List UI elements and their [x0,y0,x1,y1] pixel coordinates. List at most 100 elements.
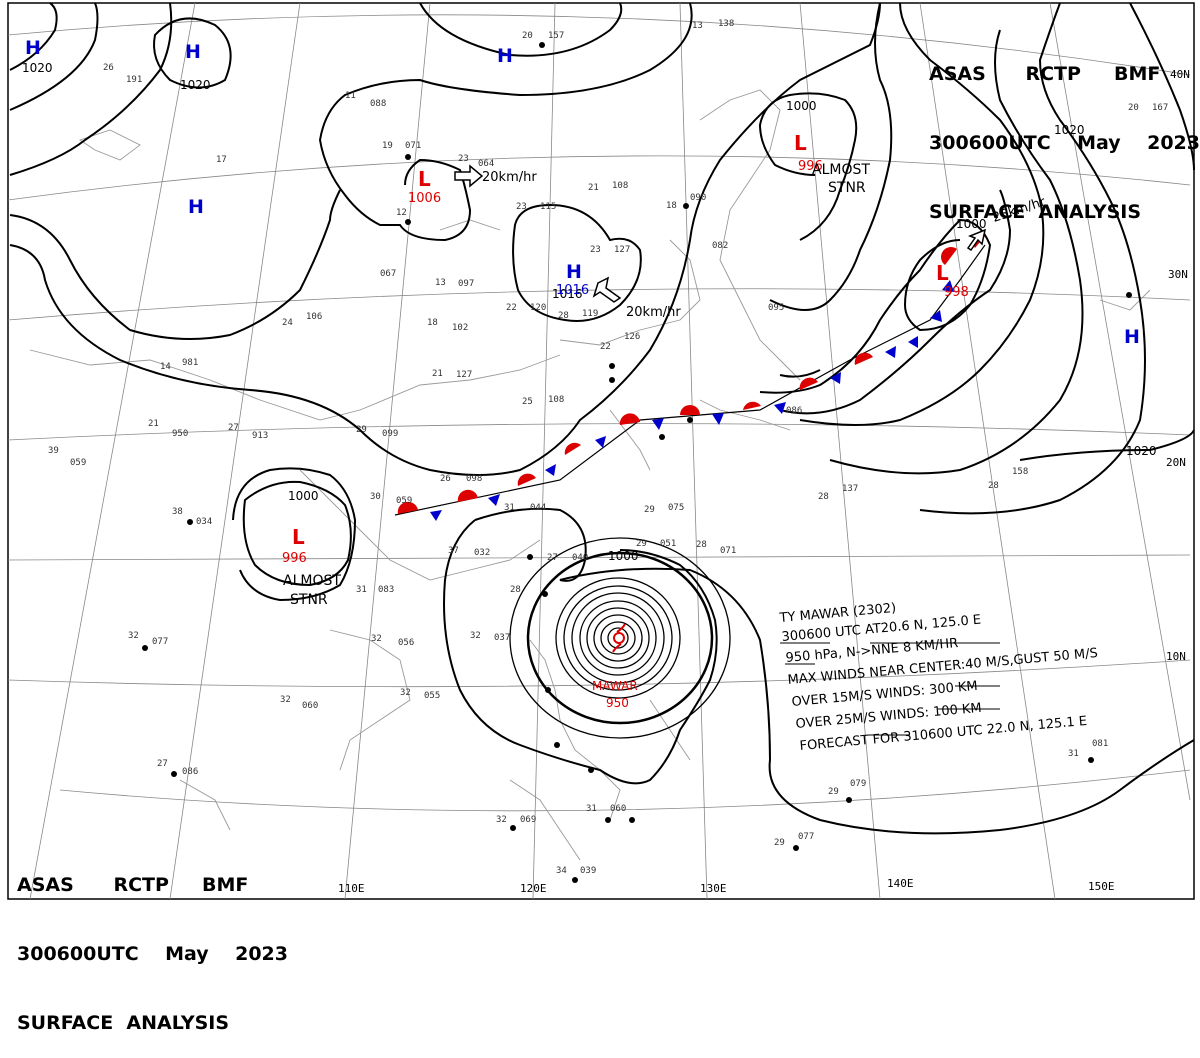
svg-text:120E: 120E [520,882,547,895]
svg-text:098: 098 [466,474,482,484]
svg-text:23: 23 [590,245,601,255]
weather-map: 110E 120E 130E 140E 150E 40N 30N 20N 10N… [7,2,1200,1034]
svg-text:056: 056 [398,638,414,648]
svg-text:950: 950 [172,429,188,439]
low-pressure-center-2: L [794,131,807,155]
svg-text:25: 25 [522,397,533,407]
svg-text:18: 18 [427,318,438,328]
svg-text:29: 29 [636,539,647,549]
header-bottom-line2: 300600UTC May 2023 [17,943,288,965]
svg-text:059: 059 [70,458,86,468]
header-bottom: ASAS RCTP BMF 300600UTC May 2023 SURFACE… [17,828,288,1058]
svg-text:106: 106 [306,312,322,322]
svg-text:067: 067 [380,269,396,279]
typhoon-isobars [509,537,731,739]
movement-arrows [454,164,987,303]
svg-text:MAWAR: MAWAR [592,679,638,693]
svg-text:097: 097 [458,279,474,289]
svg-text:28: 28 [818,492,829,502]
svg-text:082: 082 [712,241,728,251]
svg-text:981: 981 [182,358,198,368]
svg-text:28: 28 [558,311,569,321]
svg-text:23: 23 [458,154,469,164]
typhoon-info-underlines [780,642,1000,736]
map-canvas: 110E 120E 130E 140E 150E 40N 30N 20N 10N… [7,2,1195,900]
svg-text:22: 22 [600,342,611,352]
svg-text:157: 157 [548,31,564,41]
svg-text:064: 064 [478,159,494,169]
svg-text:29: 29 [356,425,367,435]
svg-text:044: 044 [530,503,546,513]
svg-text:21: 21 [432,369,443,379]
svg-text:28: 28 [510,585,521,595]
svg-text:1000: 1000 [608,549,639,563]
svg-text:ALMOST: ALMOST [812,162,870,178]
svg-text:034: 034 [196,517,212,527]
svg-text:086: 086 [182,767,198,777]
svg-text:167: 167 [1152,103,1168,113]
svg-text:21: 21 [588,183,599,193]
svg-text:079: 079 [850,779,866,789]
svg-text:060: 060 [302,701,318,711]
svg-text:150E: 150E [1088,880,1115,893]
header-bottom-line1: ASAS RCTP BMF [17,874,249,896]
svg-text:13: 13 [435,278,446,288]
svg-text:090: 090 [690,193,706,203]
svg-text:39: 39 [48,446,59,456]
low-pressure-center-4: L [292,525,305,549]
svg-text:102: 102 [452,323,468,333]
arrow-northeast-icon [966,228,987,252]
svg-text:913: 913 [252,431,268,441]
svg-text:32: 32 [371,634,382,644]
warm-front-scallops [397,235,985,514]
svg-text:191: 191 [126,75,142,85]
svg-text:24: 24 [282,318,293,328]
svg-text:27: 27 [547,553,558,563]
svg-text:1000: 1000 [956,217,987,231]
svg-text:30: 30 [370,492,381,502]
svg-text:075: 075 [668,503,684,513]
header-top-line1: ASAS RCTP BMF [929,63,1161,85]
svg-text:108: 108 [612,181,628,191]
svg-text:040: 040 [572,553,588,563]
svg-text:23: 23 [516,202,527,212]
pressure-values: 1006 996 998 996 1016 [282,159,969,566]
svg-text:037: 037 [494,633,510,643]
arrow-southeast-icon [592,276,622,303]
svg-text:20N: 20N [1166,456,1186,469]
svg-text:14: 14 [160,362,171,372]
svg-text:19: 19 [382,141,393,151]
svg-text:998: 998 [944,285,969,300]
station-markers [142,42,1132,883]
svg-text:38: 38 [172,507,183,517]
svg-text:32: 32 [128,631,139,641]
svg-text:26: 26 [440,474,451,484]
svg-text:20: 20 [1128,103,1139,113]
typhoon-symbol-icon [612,623,626,653]
svg-text:077: 077 [798,832,814,842]
svg-text:138: 138 [718,19,734,29]
svg-text:1020: 1020 [1126,444,1157,458]
svg-text:071: 071 [720,546,736,556]
svg-text:950: 950 [606,696,629,710]
svg-text:10N: 10N [1166,650,1186,663]
svg-text:081: 081 [1092,739,1108,749]
svg-text:22: 22 [506,303,517,313]
svg-text:077: 077 [152,637,168,647]
svg-text:126: 126 [624,332,640,342]
svg-text:039: 039 [580,866,596,876]
arrow-east-icon [454,164,484,188]
svg-text:119: 119 [582,309,598,319]
svg-text:088: 088 [370,99,386,109]
stationary-notes: ALMOST STNR ALMOST STNR [283,162,870,608]
svg-text:18: 18 [666,201,677,211]
svg-text:127: 127 [456,370,472,380]
svg-text:1000: 1000 [786,99,817,113]
svg-text:32: 32 [470,631,481,641]
high-pressure-center-1: H [25,37,41,59]
svg-text:29: 29 [774,838,785,848]
cold-front-triangles [430,280,954,521]
svg-text:1000: 1000 [288,489,319,503]
coastlines [29,89,1151,861]
svg-text:STNR: STNR [290,592,328,608]
